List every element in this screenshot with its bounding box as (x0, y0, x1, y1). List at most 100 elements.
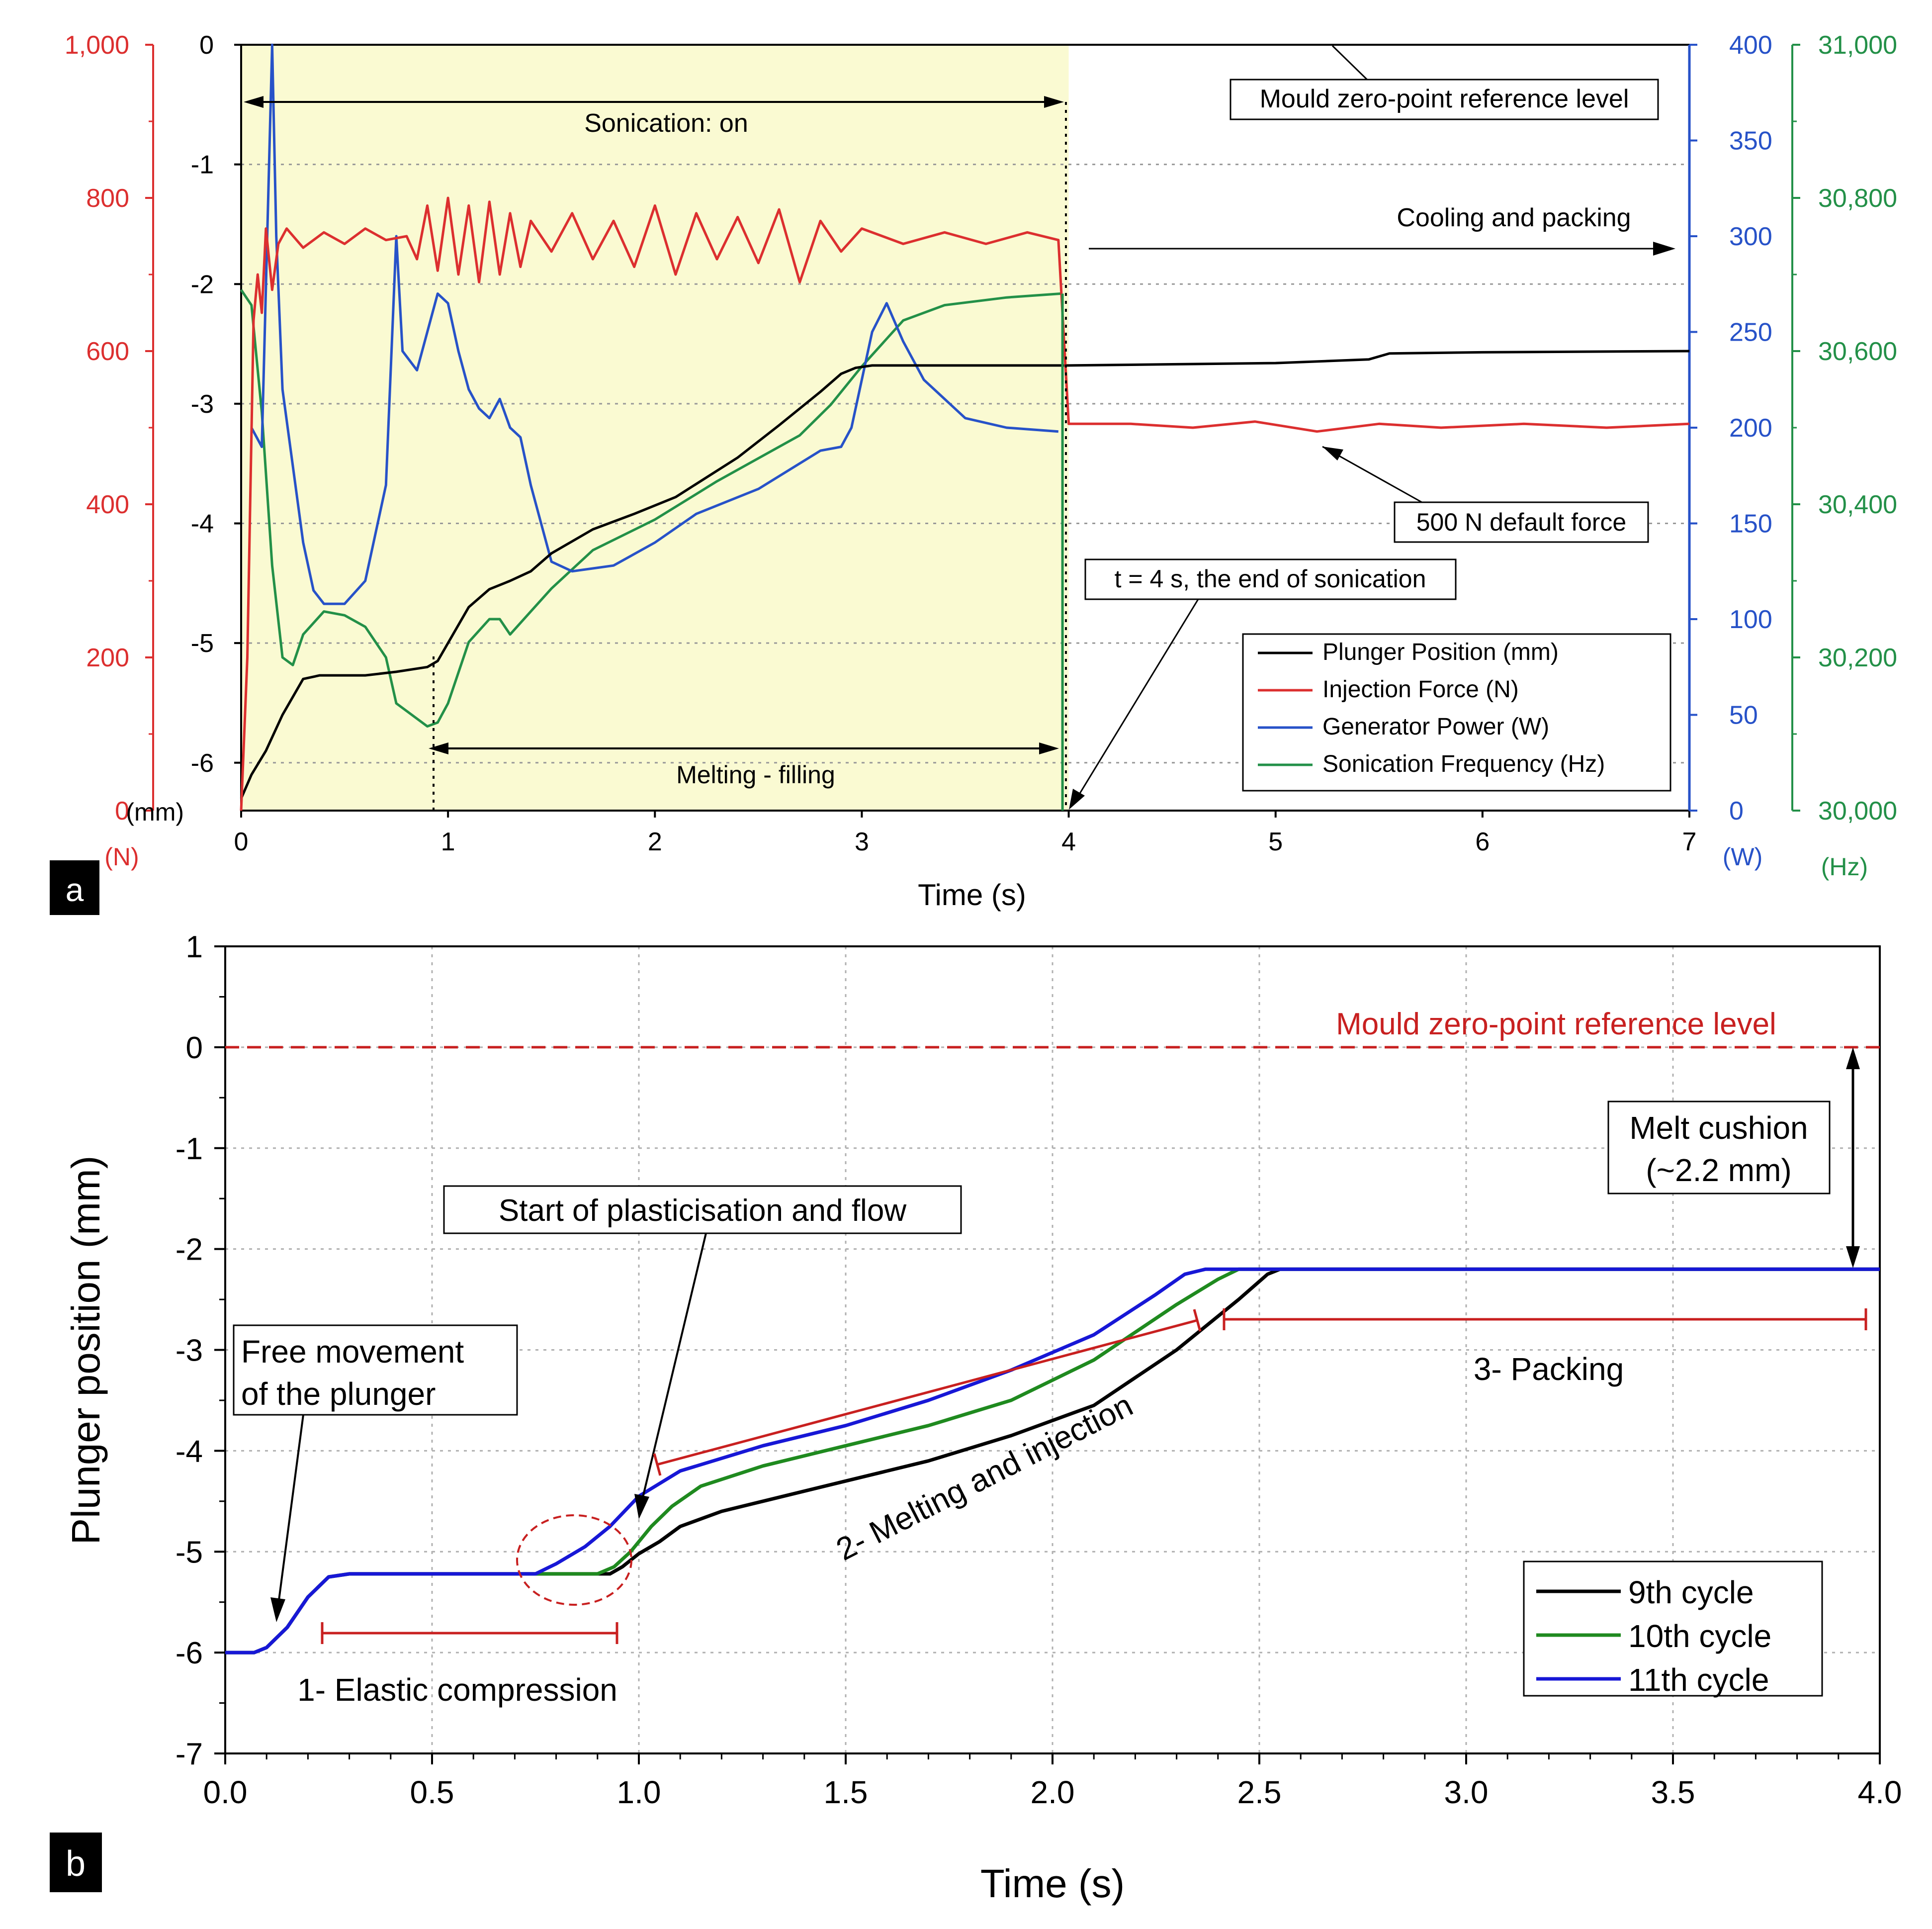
a-reference-box (1229, 79, 1659, 120)
a-default-force-head (1322, 447, 1343, 460)
b-axes: 0.0 0.5 1.0 1.5 2.0 2.5 3.0 3.5 4.0 1 0 -1 -2 -3 -4 -5 -… (176, 930, 1902, 1810)
a-force-tick-label-400: 400 (86, 490, 129, 519)
a-panel-tag (50, 860, 99, 915)
a-legend-box (1242, 633, 1671, 792)
b-x-tick-label-4-0: 4.0 (1858, 1774, 1902, 1810)
a-position-tick-label-2: -2 (191, 270, 214, 299)
b-series-11th-cycle (225, 1267, 1880, 1654)
b-free-movement-leader (277, 1414, 304, 1604)
b-legend-label-10th-cycle: 10th cycle (1628, 1618, 1771, 1654)
b-melting-label: 2- Melting and injection (830, 1387, 1138, 1567)
a-series-plunger-position-mm (240, 350, 1690, 799)
a-end-sonication-label: t = 4 s, the end of sonication (1115, 565, 1426, 593)
a-sonication-label: Sonication: on (584, 109, 748, 138)
b-legend-label-9th-cycle: 9th cycle (1628, 1574, 1754, 1610)
a-series-sonication-frequency-hz (240, 289, 1061, 728)
a-power-tick-label-0: 0 (1729, 797, 1744, 826)
b-x-axis-label: Time (s) (980, 1861, 1125, 1906)
b-plasticisation-label: Start of plasticisation and flow (499, 1194, 906, 1228)
b-series (225, 1267, 1880, 1654)
a-end-sonication-box (1084, 558, 1457, 600)
b-x-tick-label-0-0: 0.0 (203, 1774, 248, 1810)
b-x-tick-label-1-5: 1.5 (824, 1774, 868, 1810)
a-power-tick-label-50: 50 (1729, 701, 1758, 730)
a-position-unit: (mm) (126, 798, 184, 826)
a-legend-label-plunger-position-mm: Plunger Position (mm) (1322, 639, 1559, 665)
a-frequency-tick-label-30-200: 30,200 (1818, 643, 1897, 672)
a-x-tick-label-7: 7 (1682, 827, 1697, 856)
b-y-tick-label-1: 1 (186, 930, 203, 964)
panel-a: 0 1 2 3 4 5 6 7 0 -1 -2 -3 -4 -5 -6 0 200 400 600 800 1,000 0… (50, 31, 1897, 915)
b-plasticisation-head (634, 1494, 649, 1519)
a-series-generator-power-w (250, 43, 1058, 605)
a-power-tick-label-100: 100 (1729, 605, 1772, 634)
a-reference-leader (1331, 45, 1373, 86)
b-free-movement-label-1: Free movement (241, 1334, 464, 1370)
b-y-tick-label-6: -6 (176, 1636, 203, 1670)
b-legend: 9th cycle 10th cycle 11th cycle (1523, 1561, 1823, 1698)
b-y-axis-label: Plunger position (mm) (64, 1156, 108, 1545)
b-melting-range (653, 1309, 1202, 1476)
a-reference-label: Mould zero-point reference level (1260, 85, 1629, 113)
b-x-tick-label-3-0: 3.0 (1444, 1774, 1489, 1810)
a-position-tick-label-4: -4 (191, 510, 214, 539)
a-end-sonication-leader (1073, 599, 1199, 804)
b-y-tick-label-7: -7 (176, 1737, 203, 1771)
a-power-tick-label-200: 200 (1729, 414, 1772, 443)
a-force-tick-label-600: 600 (86, 337, 129, 366)
b-x-tick-label-2-5: 2.5 (1237, 1774, 1282, 1810)
b-melt-cushion-head-bottom (1846, 1246, 1860, 1268)
b-packing-label: 3- Packing (1474, 1351, 1624, 1387)
a-frequency-tick-label-30-400: 30,400 (1818, 490, 1897, 519)
a-power-tick-label-400: 400 (1729, 31, 1772, 60)
a-sonication-arrow-right-head (1044, 96, 1064, 108)
a-melting-arrow-right-head (1039, 742, 1059, 754)
b-y-tick-label-4: -4 (176, 1434, 203, 1469)
b-x-tick-label-2-0: 2.0 (1031, 1774, 1075, 1810)
a-position-tick-label-0: 0 (199, 31, 214, 60)
b-melt-cushion-box (1607, 1101, 1831, 1194)
a-melting-label: Melting - filling (676, 761, 835, 789)
a-power-tick-label-350: 350 (1729, 127, 1772, 156)
a-force-tick-label-800: 800 (86, 184, 129, 213)
a-axes: 0 1 2 3 4 5 6 7 0 -1 -2 -3 -4 -5 -6 0 200 400 600 800 1,000 0… (65, 31, 1897, 856)
a-x-tick-label-5: 5 (1268, 827, 1283, 856)
a-cooling-label: Cooling and packing (1397, 203, 1631, 232)
a-x-tick-label-4: 4 (1061, 827, 1076, 856)
b-legend-box (1523, 1561, 1823, 1697)
a-legend: Plunger Position (mm) Injection Force (N)… (1242, 633, 1671, 792)
b-legend-label-11th-cycle: 11th cycle (1628, 1662, 1769, 1698)
a-sonication-arrow-left-head (244, 96, 263, 108)
a-position-tick-label-5: -5 (191, 629, 214, 658)
b-x-tick-label-1-0: 1.0 (617, 1774, 661, 1810)
a-frequency-tick-label-30-800: 30,800 (1818, 184, 1897, 213)
b-free-movement-head (270, 1597, 285, 1622)
a-frequency-tick-label-30-000: 30,000 (1818, 797, 1897, 826)
a-power-tick-label-250: 250 (1729, 318, 1772, 347)
a-annotations: Mould zero-point reference level Sonicat… (241, 44, 1689, 811)
b-plasticisation-leader (641, 1233, 707, 1500)
b-plasticisation-box (443, 1185, 962, 1234)
b-melt-cushion-head-top (1846, 1047, 1860, 1069)
b-packing-range (1223, 1308, 1867, 1330)
a-series (240, 43, 1690, 811)
b-annotations-under: Mould zero-point reference level (225, 1007, 1880, 1049)
b-free-movement-box (233, 1324, 518, 1416)
a-legend-label-generator-power-w: Generator Power (W) (1322, 714, 1549, 740)
a-x-axis-label: Time (s) (918, 878, 1026, 912)
a-default-force-label: 500 N default force (1416, 508, 1627, 536)
a-position-tick-label-6: -6 (191, 749, 214, 778)
b-y-tick-label-0: 0 (186, 1031, 203, 1065)
a-x-tick-label-1: 1 (441, 827, 455, 856)
a-position-tick-label-3: -3 (191, 390, 214, 419)
b-melt-cushion-label-1: Melt cushion (1629, 1110, 1808, 1146)
a-force-tick-label-200: 200 (86, 643, 129, 672)
b-melt-cushion-label-2: (~2.2 mm) (1646, 1152, 1791, 1188)
b-plasticisation-ellipse (516, 1514, 632, 1606)
a-power-tick-label-300: 300 (1729, 222, 1772, 251)
a-frequency-unit: (Hz) (1821, 853, 1868, 881)
a-panel-label: a (66, 871, 84, 908)
b-panel-label: b (66, 1844, 86, 1884)
a-legend-label-sonication-frequency-hz: Sonication Frequency (Hz) (1322, 751, 1605, 777)
